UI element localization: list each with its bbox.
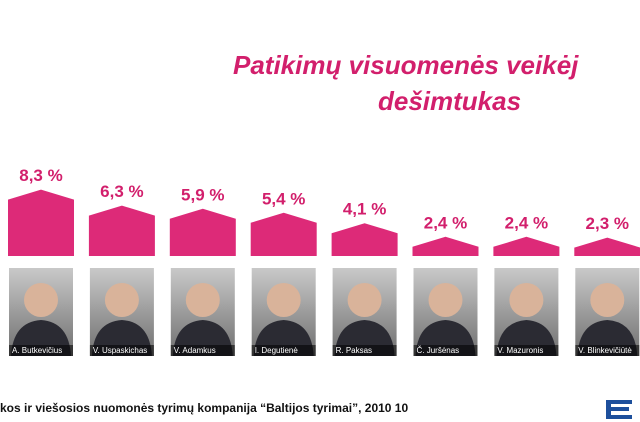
name-strip [251,345,316,356]
photo-head [347,283,382,317]
bar [169,208,236,256]
photo-head [428,283,463,317]
bar [493,236,560,256]
bar [88,205,155,256]
bar [250,212,317,256]
x-tick-label: V. Mazuronis [497,346,543,355]
name-strip [89,345,154,356]
bar [331,223,398,256]
name-strip [413,345,478,356]
x-tick-label: R. Paksas [336,346,372,355]
chart-title: Patikimų visuomenės veikėj [233,50,579,80]
x-tick-label: V. Blinkevičiūtė [578,346,632,355]
bar [574,237,640,256]
value-label: 2,4 % [424,213,467,232]
bar [8,189,74,256]
x-tick-label: V. Adamkus [174,346,216,355]
name-strip [170,345,235,356]
name-strip [9,345,73,356]
value-label: 5,9 % [181,185,224,204]
photo-head [509,283,544,317]
photo-head [266,283,301,317]
x-tick-label: Č. Juršėnas [417,346,460,355]
value-label: 2,3 % [586,214,629,233]
photo-head [185,283,220,317]
chart-title: dešimtukas [378,86,521,116]
value-label: 6,3 % [100,182,143,201]
photo-head [590,283,625,317]
value-label: 4,1 % [343,200,386,219]
photo-head [24,283,58,317]
name-strip [332,345,397,356]
value-label: 2,4 % [505,213,548,232]
value-label: 8,3 % [19,166,62,185]
photo-head [104,283,139,317]
x-tick-label: V. Uspaskichas [93,346,147,355]
logo [606,400,632,419]
bar [412,236,479,256]
name-strip [494,345,559,356]
name-strip [575,345,640,356]
value-label: 5,4 % [262,189,305,208]
x-tick-label: A. Butkevičius [12,346,62,355]
chart-area: Patikimų visuomenės veikėj dešimtukas ko… [0,50,640,419]
source-note: kos ir viešosios nuomonės tyrimų kompani… [0,401,408,415]
x-tick-label: I. Degutienė [255,346,299,355]
